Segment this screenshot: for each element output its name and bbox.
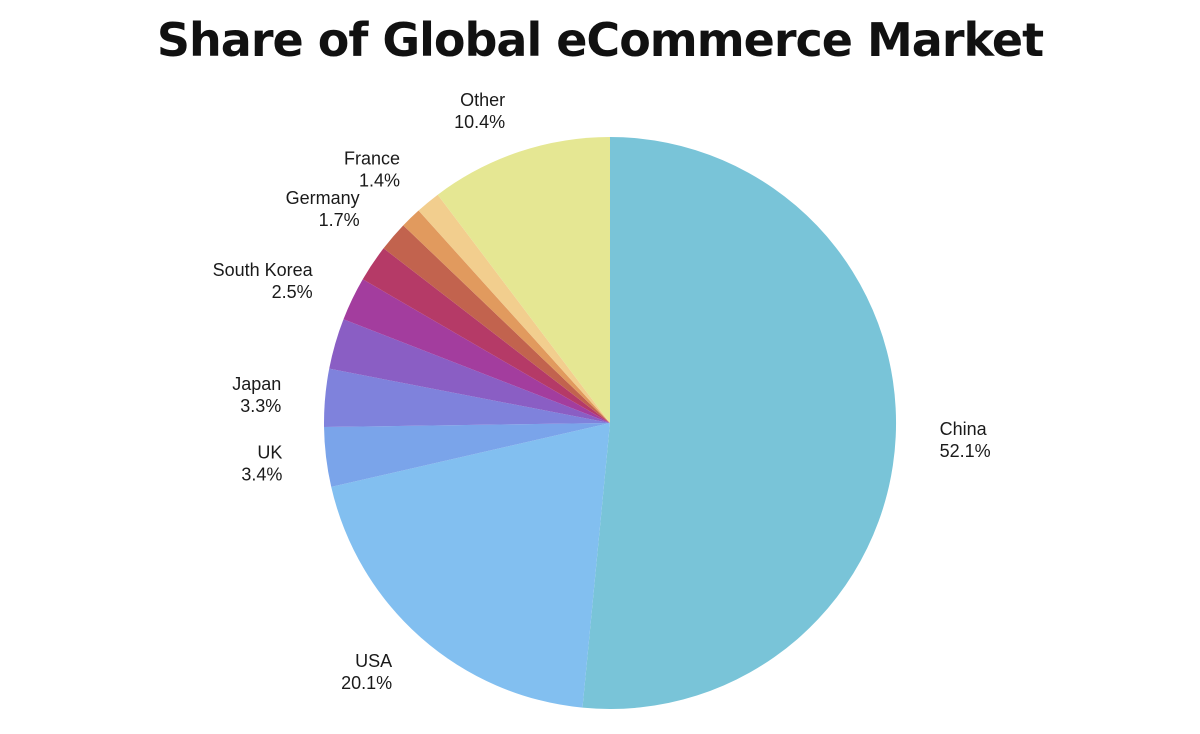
slice-china xyxy=(582,136,897,709)
slice-value-france: 1.4% xyxy=(359,171,400,191)
slice-value-south-korea: 2.5% xyxy=(272,282,313,302)
slice-label-usa: USA xyxy=(355,651,392,671)
slice-unlabeled-8 xyxy=(403,210,610,423)
slice-uk xyxy=(324,423,610,487)
slice-other xyxy=(437,137,610,423)
slice-japan xyxy=(324,368,610,427)
slice-label-germany: Germany xyxy=(286,188,360,208)
slice-usa xyxy=(331,423,610,708)
chart-title: Share of Global eCommerce Market xyxy=(156,13,1044,67)
slice-label-france: France xyxy=(344,149,400,169)
slice-label-china: China xyxy=(940,419,988,439)
slice-label-south-korea: South Korea xyxy=(213,260,314,280)
slice-germany xyxy=(383,225,610,423)
slice-south-korea xyxy=(343,279,610,423)
slice-value-china: 52.1% xyxy=(940,441,991,461)
slice-label-uk: UK xyxy=(257,442,282,462)
slice-unlabeled-4 xyxy=(329,319,610,423)
slice-label-other: Other xyxy=(460,90,505,110)
slice-value-japan: 3.3% xyxy=(240,396,281,416)
pie-slices xyxy=(324,136,897,709)
slice-value-other: 10.4% xyxy=(454,112,505,132)
slice-value-uk: 3.4% xyxy=(241,464,282,484)
slice-value-usa: 20.1% xyxy=(341,673,392,693)
slice-france xyxy=(418,194,610,423)
slice-unlabeled-6 xyxy=(362,248,610,423)
slice-label-japan: Japan xyxy=(232,374,281,394)
slice-value-germany: 1.7% xyxy=(319,210,360,230)
